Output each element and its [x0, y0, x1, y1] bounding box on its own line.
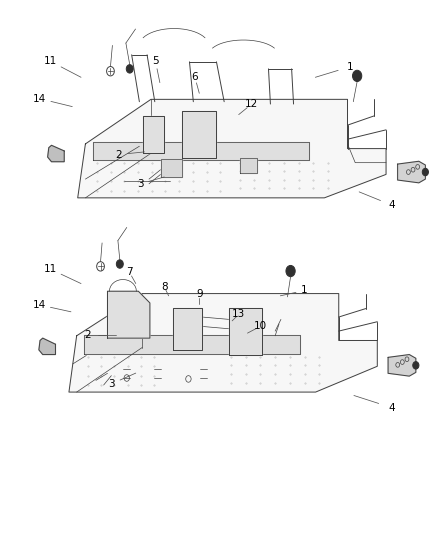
Polygon shape	[229, 308, 261, 354]
Text: 12: 12	[245, 99, 258, 109]
Polygon shape	[398, 161, 425, 183]
Polygon shape	[161, 159, 182, 177]
Polygon shape	[182, 111, 216, 158]
Polygon shape	[388, 354, 416, 376]
Circle shape	[353, 70, 362, 82]
Text: 11: 11	[44, 56, 57, 66]
Text: 10: 10	[254, 321, 267, 331]
Text: 3: 3	[137, 179, 144, 189]
Polygon shape	[39, 338, 56, 354]
Polygon shape	[69, 294, 377, 392]
Text: 13: 13	[232, 310, 245, 319]
Text: 4: 4	[389, 403, 396, 413]
Text: 9: 9	[196, 289, 203, 299]
Circle shape	[286, 265, 295, 277]
Text: 5: 5	[152, 56, 159, 66]
Polygon shape	[173, 308, 202, 350]
Text: 2: 2	[84, 330, 91, 340]
Text: 14: 14	[33, 300, 46, 310]
Text: 2: 2	[115, 150, 122, 159]
Polygon shape	[85, 335, 300, 353]
Text: 7: 7	[126, 267, 133, 277]
Polygon shape	[240, 158, 257, 173]
Text: 8: 8	[161, 282, 168, 292]
Text: 1: 1	[301, 286, 308, 295]
Circle shape	[126, 64, 133, 73]
Polygon shape	[78, 99, 386, 198]
Circle shape	[117, 260, 123, 268]
Text: 4: 4	[389, 200, 396, 210]
Circle shape	[422, 168, 428, 176]
Text: 1: 1	[347, 62, 354, 71]
Polygon shape	[93, 142, 309, 160]
Circle shape	[413, 361, 419, 369]
Polygon shape	[143, 116, 164, 154]
Polygon shape	[48, 146, 64, 161]
Polygon shape	[107, 291, 150, 338]
Text: 3: 3	[108, 379, 115, 389]
Text: 11: 11	[44, 264, 57, 274]
Text: 14: 14	[33, 94, 46, 103]
Text: 6: 6	[191, 72, 198, 82]
